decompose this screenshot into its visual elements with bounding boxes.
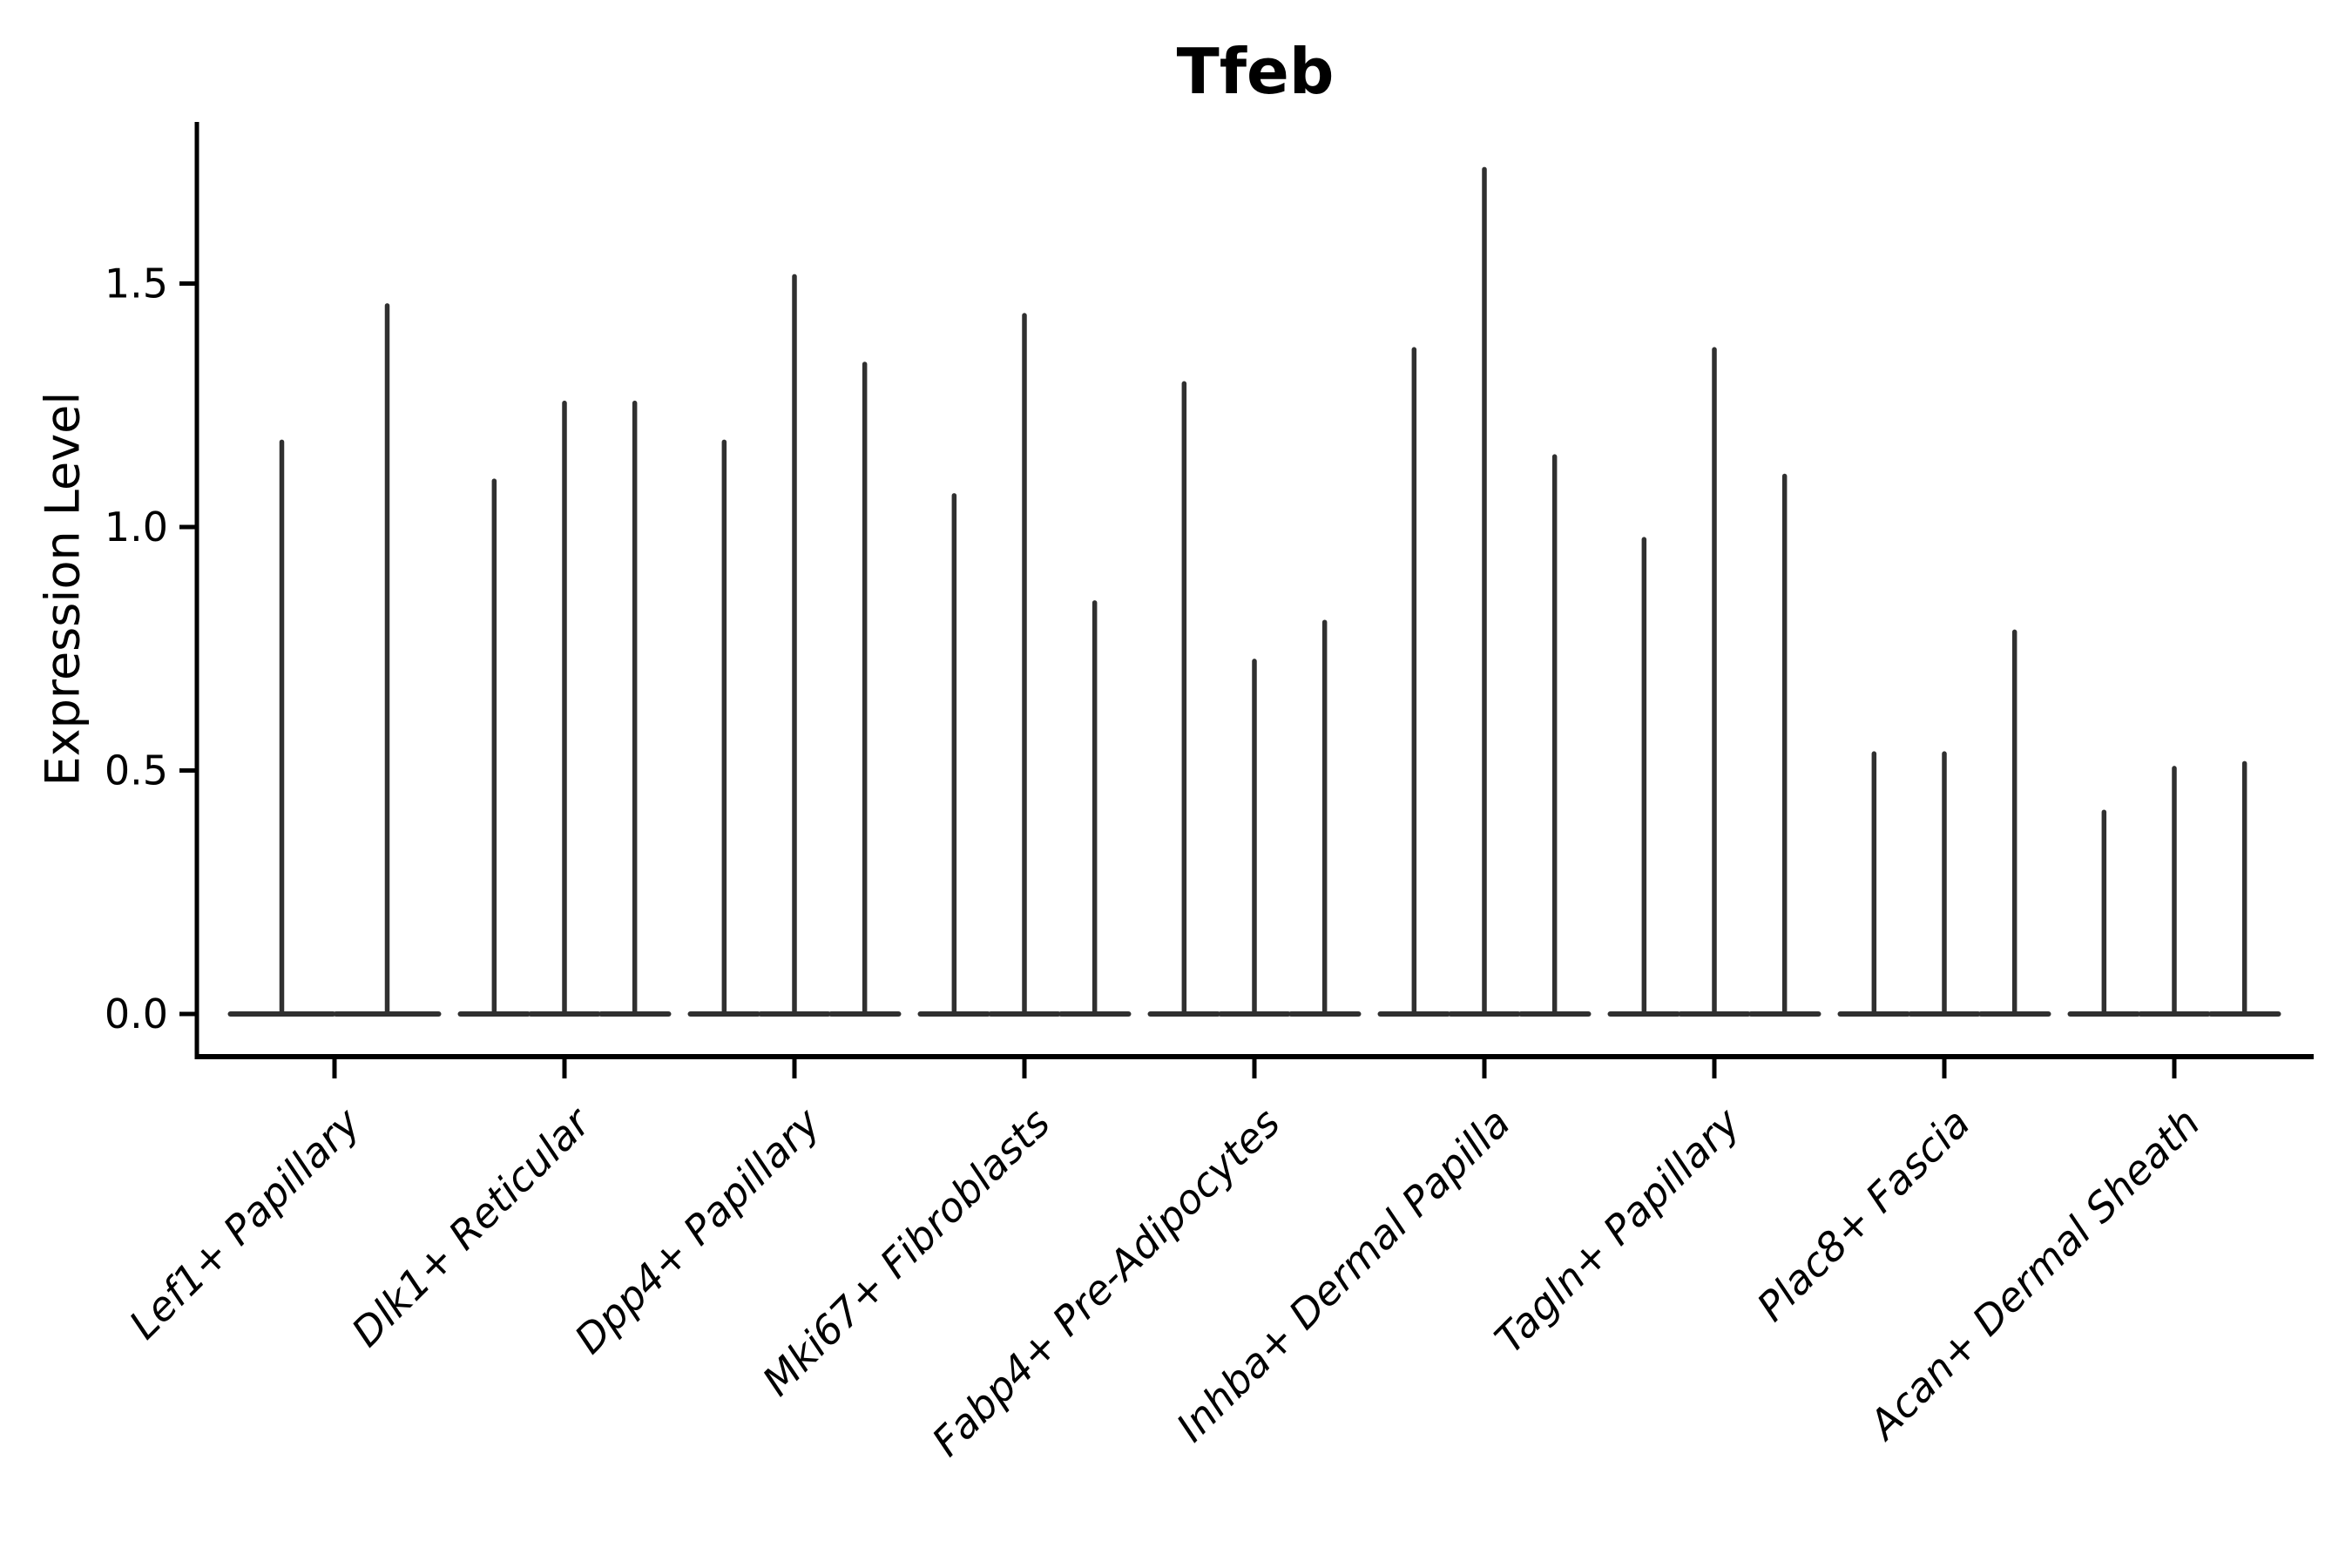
x-tick-label: Dpp4+ Papillary — [565, 1098, 829, 1362]
plot-title: Tfeb — [1176, 35, 1335, 108]
x-tick-label: Lef1+ Papillary — [120, 1098, 369, 1348]
y-tick-label: 1.5 — [105, 260, 168, 308]
x-tick-label: Plac8+ Fascia — [1747, 1099, 1978, 1330]
y-tick-label: 0.0 — [105, 990, 168, 1037]
x-tick-label: Dlk1+ Reticular — [342, 1097, 601, 1355]
y-tick-label: 1.0 — [105, 504, 168, 551]
x-tick-label: Tagln+ Papillary — [1485, 1098, 1749, 1362]
y-tick-label: 0.5 — [105, 747, 168, 794]
